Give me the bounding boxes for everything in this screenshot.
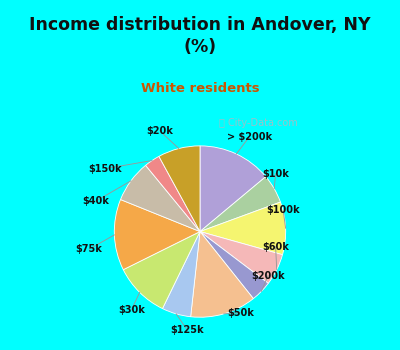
Text: $20k: $20k	[146, 126, 173, 136]
Text: $100k: $100k	[266, 205, 300, 215]
Wedge shape	[146, 156, 200, 232]
Text: Income distribution in Andover, NY
(%): Income distribution in Andover, NY (%)	[29, 16, 371, 56]
Wedge shape	[200, 177, 280, 232]
Wedge shape	[120, 165, 200, 232]
Wedge shape	[200, 232, 282, 283]
Text: ⓘ City-Data.com: ⓘ City-Data.com	[218, 118, 297, 128]
Text: White residents: White residents	[141, 82, 259, 95]
Wedge shape	[123, 232, 200, 309]
Text: $50k: $50k	[227, 308, 254, 318]
Wedge shape	[200, 232, 268, 299]
Text: $60k: $60k	[262, 242, 289, 252]
Text: > $200k: > $200k	[226, 132, 272, 142]
Wedge shape	[200, 202, 286, 255]
Text: $30k: $30k	[118, 305, 145, 315]
Text: $200k: $200k	[251, 271, 285, 281]
Wedge shape	[159, 146, 200, 232]
Wedge shape	[200, 146, 266, 232]
Wedge shape	[162, 232, 200, 317]
Text: $40k: $40k	[82, 196, 109, 206]
Wedge shape	[114, 199, 200, 270]
Text: $75k: $75k	[76, 244, 102, 254]
Text: $150k: $150k	[89, 163, 122, 174]
Text: $10k: $10k	[262, 169, 289, 178]
Wedge shape	[191, 232, 253, 317]
Text: $125k: $125k	[170, 326, 204, 335]
